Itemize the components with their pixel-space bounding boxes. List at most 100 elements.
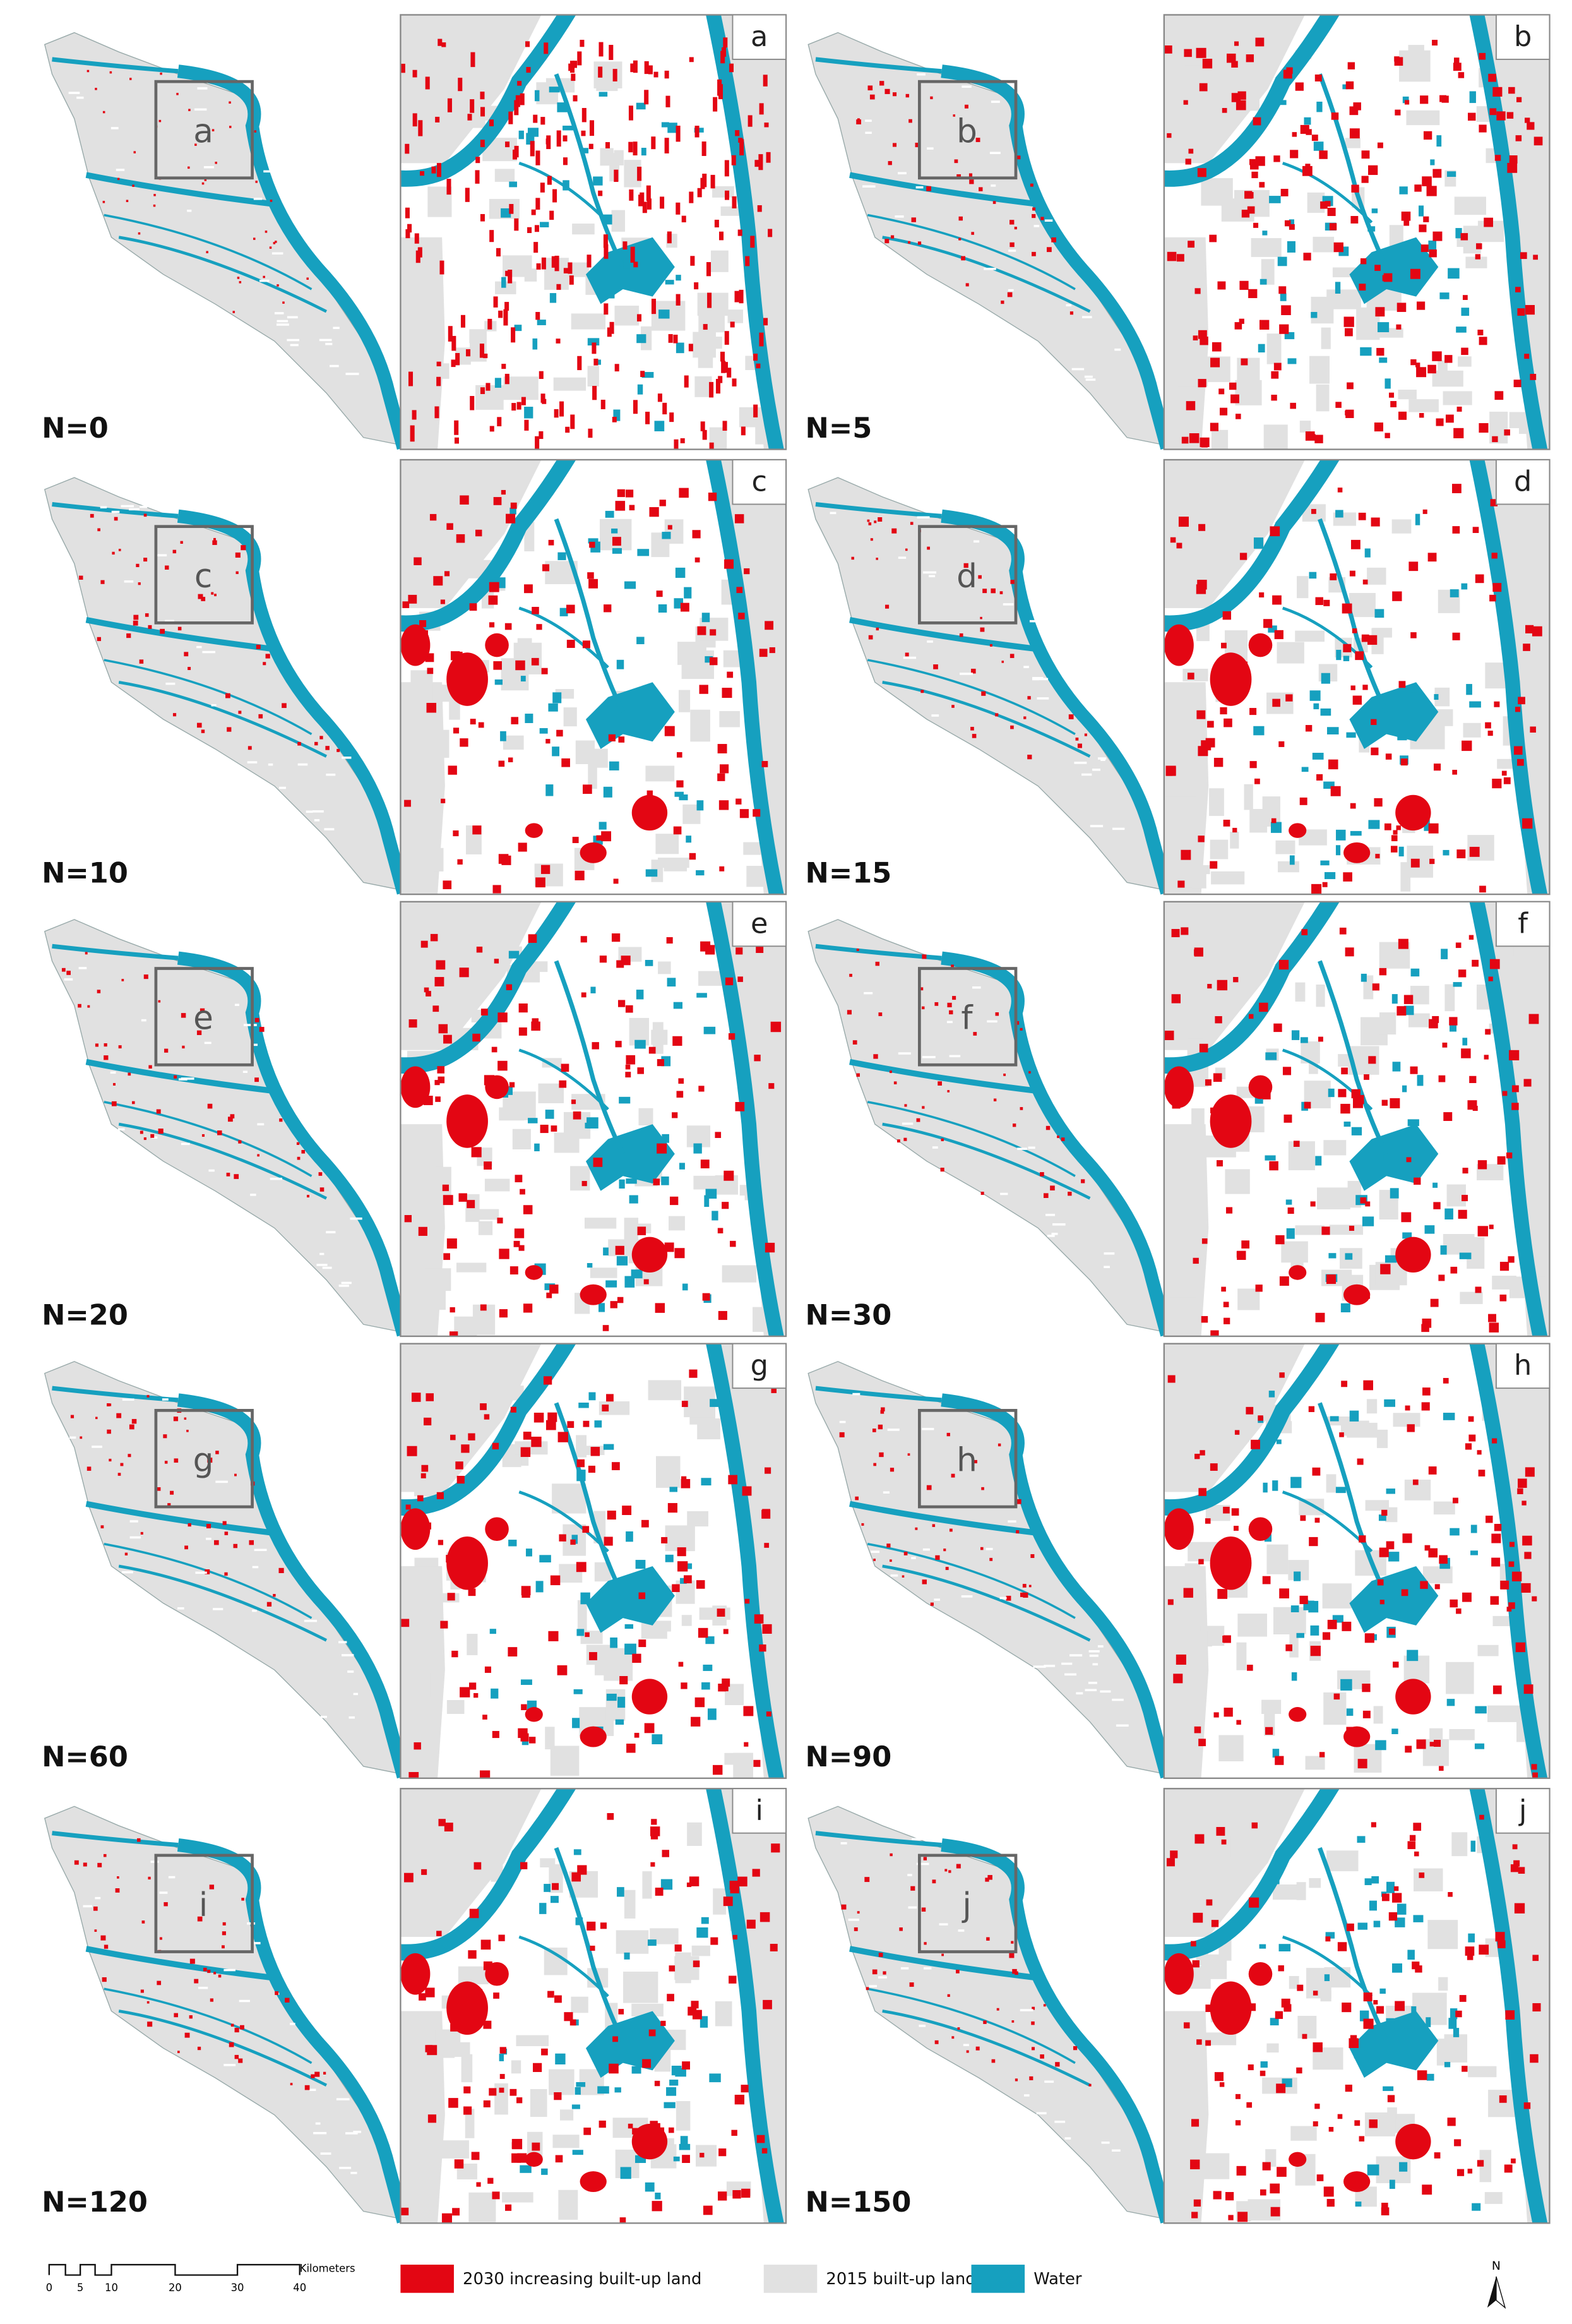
builtup-patch: [1295, 1225, 1325, 1235]
builtup-patch: [488, 1386, 524, 1401]
builtup-new-patch: [1373, 2000, 1378, 2005]
builtup-new-patch: [1350, 685, 1355, 690]
builtup-new-patch: [1322, 882, 1328, 887]
builtup-new-patch: [576, 1459, 585, 1468]
builtup-new-patch: [669, 2127, 674, 2133]
builtup-new-patch: [1164, 1031, 1174, 1041]
builtup-patch: [873, 1559, 876, 1561]
builtup-new-patch: [734, 2094, 745, 2105]
builtup-new-patch: [1224, 1708, 1233, 1717]
water-patch: [1294, 1571, 1301, 1581]
builtup-new-patch: [710, 629, 717, 636]
builtup-patch: [472, 956, 484, 967]
builtup-new-patch: [1410, 632, 1417, 638]
water-patch: [1413, 1915, 1424, 1922]
builtup-new-patch: [1347, 62, 1355, 69]
water-patch: [1368, 820, 1380, 829]
builtup-patch: [163, 1434, 167, 1439]
builtup-patch: [905, 93, 910, 98]
water-patch: [514, 325, 522, 332]
builtup-new-patch: [645, 411, 650, 424]
builtup-new-patch: [715, 378, 721, 394]
builtup-patch: [1200, 2153, 1230, 2179]
builtup-new-patch: [531, 1436, 542, 1447]
water-patch: [667, 123, 677, 133]
builtup-new-patch: [581, 1181, 587, 1187]
builtup-new-patch: [1232, 827, 1237, 833]
builtup-new-cluster: [400, 1508, 431, 1550]
builtup-new-patch: [480, 1770, 491, 1778]
water-body: [1349, 1566, 1439, 1633]
water-patch: [973, 540, 980, 543]
water-patch: [1289, 855, 1295, 865]
builtup-patch: [201, 597, 206, 601]
zoom-extent-box: [918, 80, 1018, 180]
builtup-new-patch: [607, 1511, 616, 1520]
builtup-patch: [1211, 429, 1229, 450]
water-patch: [634, 1039, 646, 1049]
overview-map: dN=15: [806, 477, 1174, 895]
builtup-new-patch: [1326, 2198, 1335, 2207]
water-patch: [1390, 1188, 1399, 1199]
zoom-map: e: [400, 901, 787, 1338]
builtup-new-patch: [1259, 592, 1265, 598]
builtup-new-cluster: [580, 842, 607, 863]
water-patch: [598, 92, 608, 97]
builtup-new-patch: [1491, 1533, 1501, 1543]
zoom-frame: [400, 901, 787, 1338]
builtup-new-patch: [1398, 411, 1407, 420]
water-patch: [1033, 225, 1040, 227]
builtup-new-patch: [1357, 1458, 1364, 1465]
builtup-new-patch: [1188, 241, 1195, 248]
builtup-new-patch: [501, 364, 506, 369]
builtup-new-patch: [1279, 1276, 1289, 1286]
builtup-patch: [146, 1394, 150, 1398]
builtup-patch: [177, 626, 182, 631]
water-patch: [287, 338, 300, 342]
water-patch: [1017, 1147, 1027, 1150]
builtup-patch: [136, 563, 140, 568]
builtup-patch: [1007, 292, 1013, 297]
builtup-new-patch: [1442, 1042, 1448, 1048]
builtup-new-patch: [1342, 1621, 1352, 1631]
builtup-patch: [254, 1017, 259, 1022]
builtup-new-patch: [440, 599, 445, 604]
builtup-new-patch: [1198, 836, 1205, 842]
water-patch: [991, 184, 996, 187]
builtup-new-patch: [1316, 774, 1323, 781]
builtup-new-patch: [1513, 380, 1521, 388]
builtup-patch: [996, 2008, 999, 2011]
water-patch: [1402, 1085, 1407, 1093]
builtup-new-patch: [1453, 63, 1462, 71]
zoom-frame: [400, 14, 787, 450]
water-patch: [1301, 767, 1309, 772]
water-patch: [1424, 819, 1430, 831]
builtup-patch: [1009, 220, 1015, 225]
builtup-new-patch: [699, 685, 708, 694]
builtup-new-patch: [1209, 234, 1217, 243]
water-patch: [654, 421, 665, 431]
builtup-patch: [111, 1101, 117, 1106]
zoom-content: [400, 1788, 786, 2224]
builtup-new-cluster: [525, 1707, 543, 1722]
builtup-new-patch: [1185, 159, 1191, 165]
water-patch: [1287, 241, 1295, 253]
builtup-new-patch: [1234, 1526, 1239, 1531]
builtup-new-patch: [763, 75, 768, 87]
water-body: [585, 1124, 675, 1191]
water-patch: [83, 1905, 93, 1908]
builtup-patch: [104, 1043, 107, 1047]
builtup-new-patch: [1525, 1467, 1535, 1477]
builtup-new-patch: [1213, 1712, 1219, 1718]
water-patch: [931, 714, 939, 717]
builtup-patch: [959, 633, 963, 637]
builtup-new-patch: [1207, 721, 1214, 728]
builtup-new-patch: [700, 1159, 710, 1169]
builtup-new-patch: [630, 246, 635, 263]
builtup-new-patch: [747, 115, 753, 127]
water-patch: [215, 1480, 228, 1483]
water-patch: [1402, 1232, 1412, 1239]
zoom-extent-letter: h: [956, 1442, 977, 1480]
scale-tick-label: 30: [231, 2282, 244, 2294]
builtup-new-patch: [677, 1547, 686, 1557]
